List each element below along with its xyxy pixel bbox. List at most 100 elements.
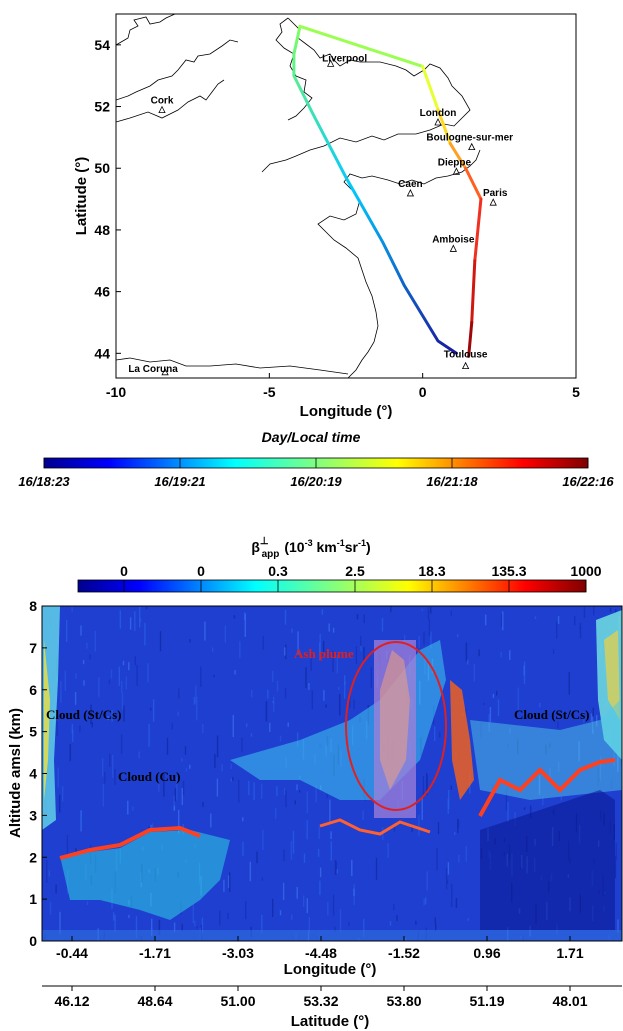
- noise-streak: [285, 790, 287, 808]
- noise-streak: [262, 636, 264, 650]
- noise-streak: [291, 628, 293, 633]
- noise-streak: [57, 767, 59, 788]
- city-marker-icon: [452, 167, 461, 175]
- cumulus-shadow-right: [480, 790, 615, 930]
- noise-streak: [134, 656, 136, 666]
- coast-france: [317, 149, 481, 378]
- noise-streak: [211, 647, 214, 652]
- city-label: Caen: [398, 179, 422, 190]
- noise-streak: [389, 921, 392, 926]
- noise-streak: [80, 814, 82, 823]
- map-x-tick-label: 5: [572, 384, 580, 400]
- noise-streak: [120, 681, 123, 693]
- noise-streak: [107, 715, 109, 721]
- noise-streak: [363, 614, 365, 624]
- noise-streak: [390, 606, 392, 613]
- noise-streak: [230, 778, 232, 782]
- noise-streak: [446, 879, 449, 884]
- noise-streak: [233, 615, 236, 619]
- beta-colorbar-tick-label: 0.3: [268, 563, 288, 579]
- noise-streak: [147, 663, 149, 683]
- noise-streak: [158, 919, 161, 935]
- noise-streak: [151, 918, 153, 937]
- noise-streak: [583, 712, 585, 723]
- city-label: Cork: [151, 96, 174, 107]
- noise-streak: [336, 868, 339, 874]
- noise-streak: [245, 900, 247, 920]
- noise-streak: [287, 722, 289, 727]
- noise-streak: [120, 734, 123, 754]
- flight-track-segment: [473, 197, 483, 263]
- noise-streak: [303, 895, 305, 908]
- noise-streak: [250, 733, 253, 737]
- noise-streak: [305, 667, 307, 688]
- surface-band: [42, 930, 622, 941]
- noise-streak: [194, 920, 196, 927]
- city-label: Paris: [483, 188, 508, 199]
- noise-streak: [49, 901, 52, 915]
- noise-streak: [238, 779, 240, 803]
- noise-streak: [83, 680, 85, 686]
- noise-streak: [583, 606, 586, 618]
- noise-streak: [415, 920, 417, 925]
- city-marker-icon: [406, 189, 415, 197]
- noise-streak: [617, 919, 619, 933]
- noise-streak: [360, 635, 362, 652]
- noise-streak: [74, 692, 77, 705]
- noise-streak: [261, 877, 264, 881]
- cloud-left-core: [44, 640, 50, 800]
- beta-colorbar-title: β⊥ app (10-3 km-1sr-1): [251, 536, 370, 560]
- noise-streak: [426, 871, 428, 891]
- noise-streak: [64, 670, 66, 691]
- annotation-ash-plume: Ash plume: [294, 646, 354, 661]
- ash-plume-core: [380, 650, 410, 790]
- map-y-tick-label: 48: [94, 222, 110, 238]
- noise-streak: [423, 898, 425, 906]
- noise-streak: [193, 696, 196, 705]
- noise-streak: [239, 641, 241, 659]
- map-frame: [115, 13, 577, 379]
- city-marker-icon: [158, 105, 166, 114]
- noise-streak: [387, 843, 389, 859]
- noise-streak: [436, 848, 438, 871]
- profile-latitude-label: Latitude (°): [291, 1013, 370, 1030]
- flight-track-segment: [421, 64, 440, 112]
- noise-streak: [360, 645, 362, 652]
- noise-streak: [114, 915, 116, 933]
- noise-streak: [46, 860, 48, 883]
- noise-streak: [325, 704, 327, 708]
- noise-streak: [125, 676, 128, 690]
- noise-streak: [213, 674, 215, 677]
- noise-streak: [182, 780, 185, 796]
- cloud-right-core: [604, 630, 620, 720]
- noise-streak: [439, 732, 441, 738]
- noise-streak: [276, 786, 278, 797]
- noise-streak: [308, 917, 310, 934]
- noise-streak: [356, 614, 359, 620]
- noise-streak: [232, 714, 234, 738]
- profile-y-tick-label: 6: [29, 682, 37, 698]
- noise-streak: [210, 813, 212, 828]
- noise-streak: [119, 610, 121, 629]
- flight-track: [292, 24, 483, 358]
- noise-streak: [317, 848, 320, 857]
- city-marker-icon: [489, 198, 497, 206]
- time-colorbar-tick-label: 16/18:23: [18, 474, 70, 489]
- city-label: Toulouse: [444, 350, 488, 361]
- noise-streak: [216, 735, 219, 758]
- noise-streak: [344, 675, 346, 699]
- profile-y-tick-label: 5: [29, 724, 37, 740]
- noise-streak: [173, 922, 176, 933]
- noise-streak: [332, 627, 335, 633]
- noise-streak: [319, 867, 322, 878]
- profile-lon-tick-label: 0.96: [473, 945, 500, 961]
- noise-streak: [497, 699, 500, 717]
- ash-plume-ellipse: [345, 641, 447, 811]
- noise-streak: [202, 802, 204, 807]
- profile-lat-tick-label: 48.01: [552, 993, 587, 1009]
- noise-streak: [418, 636, 420, 649]
- cloud-right-layer: [470, 700, 622, 800]
- noise-streak: [283, 787, 286, 795]
- noise-streak: [173, 805, 176, 811]
- noise-streak: [336, 655, 339, 674]
